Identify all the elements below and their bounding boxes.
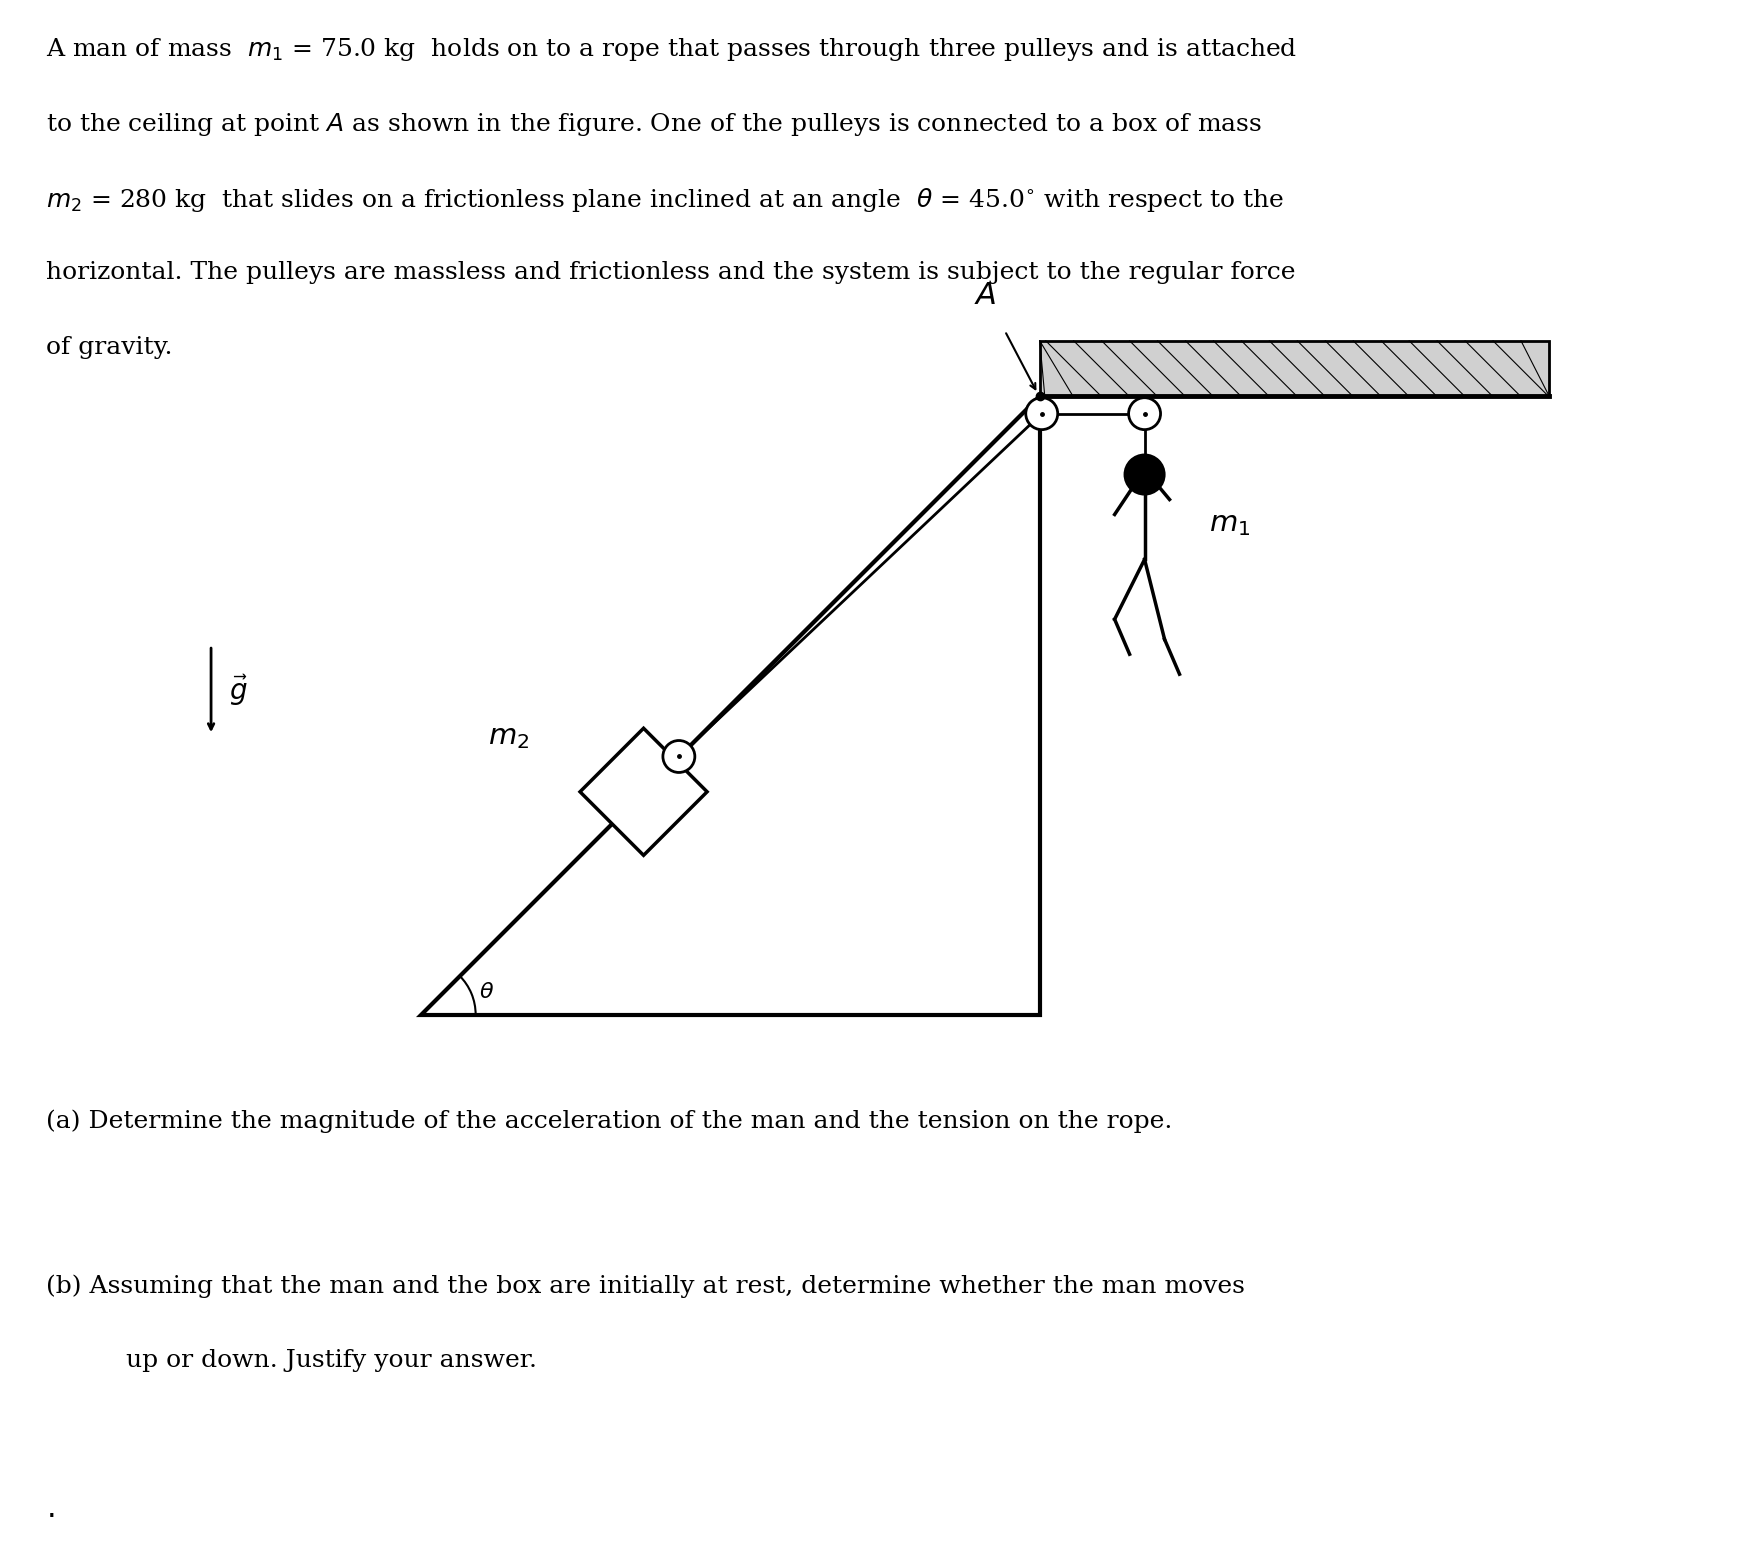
Circle shape bbox=[663, 740, 695, 773]
Polygon shape bbox=[421, 396, 1040, 1014]
Text: $m_2$ = 280 kg  that slides on a frictionless plane inclined at an angle  $\thet: $m_2$ = 280 kg that slides on a friction… bbox=[46, 186, 1284, 214]
Text: $m_2$: $m_2$ bbox=[488, 723, 530, 751]
Polygon shape bbox=[581, 728, 707, 856]
Text: $\vec{g}$: $\vec{g}$ bbox=[230, 673, 247, 707]
Text: of gravity.: of gravity. bbox=[46, 336, 174, 358]
Circle shape bbox=[1128, 398, 1161, 430]
Text: up or down. Justify your answer.: up or down. Justify your answer. bbox=[86, 1349, 537, 1373]
Text: A man of mass  $m_1$ = 75.0 kg  holds on to a rope that passes through three pul: A man of mass $m_1$ = 75.0 kg holds on t… bbox=[46, 36, 1298, 63]
Text: (a) Determine the magnitude of the acceleration of the man and the tension on th: (a) Determine the magnitude of the accel… bbox=[46, 1110, 1173, 1133]
Circle shape bbox=[1026, 398, 1058, 430]
Text: (b) Assuming that the man and the box are initially at rest, determine whether t: (b) Assuming that the man and the box ar… bbox=[46, 1274, 1245, 1297]
Text: .: . bbox=[46, 1495, 56, 1523]
Text: to the ceiling at point $A$ as shown in the figure. One of the pulleys is connec: to the ceiling at point $A$ as shown in … bbox=[46, 111, 1263, 138]
Bar bbox=[1040, 341, 1549, 396]
Text: $A$: $A$ bbox=[973, 280, 996, 311]
Circle shape bbox=[1124, 454, 1165, 495]
Text: $m_1$: $m_1$ bbox=[1210, 510, 1251, 538]
Text: $\theta$: $\theta$ bbox=[479, 981, 495, 1003]
Text: horizontal. The pulleys are massless and frictionless and the system is subject : horizontal. The pulleys are massless and… bbox=[46, 261, 1296, 283]
